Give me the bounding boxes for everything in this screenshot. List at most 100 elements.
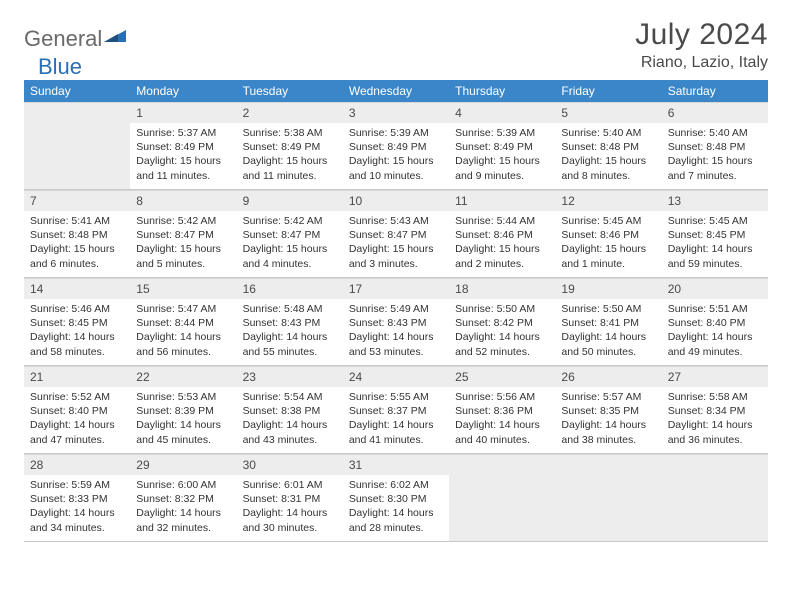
day-cell: 7Sunrise: 5:41 AMSunset: 8:48 PMDaylight… (24, 190, 130, 278)
day-info: Sunrise: 5:58 AMSunset: 8:34 PMDaylight:… (662, 387, 768, 453)
day-number: 29 (130, 454, 236, 475)
title-block: July 2024 Riano, Lazio, Italy (635, 18, 768, 72)
day-info: Sunrise: 5:39 AMSunset: 8:49 PMDaylight:… (343, 123, 449, 189)
day-number: 15 (130, 278, 236, 299)
weekday-header: Sunday (24, 80, 130, 102)
day-info: Sunrise: 6:00 AMSunset: 8:32 PMDaylight:… (130, 475, 236, 541)
day-info: Sunrise: 5:38 AMSunset: 8:49 PMDaylight:… (237, 123, 343, 189)
day-info: Sunrise: 5:41 AMSunset: 8:48 PMDaylight:… (24, 211, 130, 277)
month-title: July 2024 (635, 18, 768, 52)
day-number (555, 454, 661, 475)
day-number: 9 (237, 190, 343, 211)
day-info: Sunrise: 5:53 AMSunset: 8:39 PMDaylight:… (130, 387, 236, 453)
day-number: 14 (24, 278, 130, 299)
day-number: 10 (343, 190, 449, 211)
day-info: Sunrise: 5:37 AMSunset: 8:49 PMDaylight:… (130, 123, 236, 189)
logo-text-1: General (24, 26, 102, 52)
day-info: Sunrise: 5:59 AMSunset: 8:33 PMDaylight:… (24, 475, 130, 541)
day-cell: 3Sunrise: 5:39 AMSunset: 8:49 PMDaylight… (343, 102, 449, 190)
day-number: 1 (130, 102, 236, 123)
day-number: 18 (449, 278, 555, 299)
day-info: Sunrise: 5:49 AMSunset: 8:43 PMDaylight:… (343, 299, 449, 365)
day-number: 30 (237, 454, 343, 475)
day-cell: 8Sunrise: 5:42 AMSunset: 8:47 PMDaylight… (130, 190, 236, 278)
location-text: Riano, Lazio, Italy (635, 54, 768, 72)
day-info: Sunrise: 5:44 AMSunset: 8:46 PMDaylight:… (449, 211, 555, 277)
day-cell: 26Sunrise: 5:57 AMSunset: 8:35 PMDayligh… (555, 366, 661, 454)
weekday-header: Friday (555, 80, 661, 102)
day-info: Sunrise: 5:45 AMSunset: 8:45 PMDaylight:… (662, 211, 768, 277)
day-info: Sunrise: 5:47 AMSunset: 8:44 PMDaylight:… (130, 299, 236, 365)
day-number (24, 102, 130, 123)
day-info: Sunrise: 5:43 AMSunset: 8:47 PMDaylight:… (343, 211, 449, 277)
day-number: 8 (130, 190, 236, 211)
day-cell: 25Sunrise: 5:56 AMSunset: 8:36 PMDayligh… (449, 366, 555, 454)
day-number: 7 (24, 190, 130, 211)
day-info: Sunrise: 6:01 AMSunset: 8:31 PMDaylight:… (237, 475, 343, 541)
day-number (662, 454, 768, 475)
day-cell: 29Sunrise: 6:00 AMSunset: 8:32 PMDayligh… (130, 454, 236, 542)
day-number: 13 (662, 190, 768, 211)
day-cell: 5Sunrise: 5:40 AMSunset: 8:48 PMDaylight… (555, 102, 661, 190)
day-info: Sunrise: 5:57 AMSunset: 8:35 PMDaylight:… (555, 387, 661, 453)
day-info: Sunrise: 5:54 AMSunset: 8:38 PMDaylight:… (237, 387, 343, 453)
day-number: 23 (237, 366, 343, 387)
day-number: 22 (130, 366, 236, 387)
day-cell: 10Sunrise: 5:43 AMSunset: 8:47 PMDayligh… (343, 190, 449, 278)
day-cell: 27Sunrise: 5:58 AMSunset: 8:34 PMDayligh… (662, 366, 768, 454)
day-number: 12 (555, 190, 661, 211)
weekday-header: Saturday (662, 80, 768, 102)
day-cell: 14Sunrise: 5:46 AMSunset: 8:45 PMDayligh… (24, 278, 130, 366)
day-info: Sunrise: 5:40 AMSunset: 8:48 PMDaylight:… (662, 123, 768, 189)
logo-triangle-icon (104, 22, 126, 48)
day-info: Sunrise: 6:02 AMSunset: 8:30 PMDaylight:… (343, 475, 449, 541)
day-info: Sunrise: 5:52 AMSunset: 8:40 PMDaylight:… (24, 387, 130, 453)
day-info: Sunrise: 5:50 AMSunset: 8:41 PMDaylight:… (555, 299, 661, 365)
weekday-header: Tuesday (237, 80, 343, 102)
day-info: Sunrise: 5:48 AMSunset: 8:43 PMDaylight:… (237, 299, 343, 365)
day-cell: 30Sunrise: 6:01 AMSunset: 8:31 PMDayligh… (237, 454, 343, 542)
day-number: 20 (662, 278, 768, 299)
day-cell: 6Sunrise: 5:40 AMSunset: 8:48 PMDaylight… (662, 102, 768, 190)
day-cell: 15Sunrise: 5:47 AMSunset: 8:44 PMDayligh… (130, 278, 236, 366)
blank-cell (24, 102, 130, 190)
day-cell: 16Sunrise: 5:48 AMSunset: 8:43 PMDayligh… (237, 278, 343, 366)
day-number: 4 (449, 102, 555, 123)
day-cell: 2Sunrise: 5:38 AMSunset: 8:49 PMDaylight… (237, 102, 343, 190)
day-cell: 21Sunrise: 5:52 AMSunset: 8:40 PMDayligh… (24, 366, 130, 454)
day-number: 31 (343, 454, 449, 475)
day-cell: 22Sunrise: 5:53 AMSunset: 8:39 PMDayligh… (130, 366, 236, 454)
day-number: 17 (343, 278, 449, 299)
day-number: 21 (24, 366, 130, 387)
day-cell: 11Sunrise: 5:44 AMSunset: 8:46 PMDayligh… (449, 190, 555, 278)
day-number: 16 (237, 278, 343, 299)
day-cell: 12Sunrise: 5:45 AMSunset: 8:46 PMDayligh… (555, 190, 661, 278)
day-number: 6 (662, 102, 768, 123)
weekday-header: Thursday (449, 80, 555, 102)
day-cell: 19Sunrise: 5:50 AMSunset: 8:41 PMDayligh… (555, 278, 661, 366)
day-info: Sunrise: 5:55 AMSunset: 8:37 PMDaylight:… (343, 387, 449, 453)
blank-cell (662, 454, 768, 542)
day-cell: 20Sunrise: 5:51 AMSunset: 8:40 PMDayligh… (662, 278, 768, 366)
day-cell: 24Sunrise: 5:55 AMSunset: 8:37 PMDayligh… (343, 366, 449, 454)
day-number: 26 (555, 366, 661, 387)
day-info: Sunrise: 5:40 AMSunset: 8:48 PMDaylight:… (555, 123, 661, 189)
day-cell: 13Sunrise: 5:45 AMSunset: 8:45 PMDayligh… (662, 190, 768, 278)
day-number: 24 (343, 366, 449, 387)
day-number: 27 (662, 366, 768, 387)
day-info: Sunrise: 5:42 AMSunset: 8:47 PMDaylight:… (130, 211, 236, 277)
day-cell: 23Sunrise: 5:54 AMSunset: 8:38 PMDayligh… (237, 366, 343, 454)
blank-cell (449, 454, 555, 542)
day-cell: 18Sunrise: 5:50 AMSunset: 8:42 PMDayligh… (449, 278, 555, 366)
day-number: 3 (343, 102, 449, 123)
day-info: Sunrise: 5:46 AMSunset: 8:45 PMDaylight:… (24, 299, 130, 365)
logo: General (24, 26, 126, 52)
day-number: 11 (449, 190, 555, 211)
day-info: Sunrise: 5:51 AMSunset: 8:40 PMDaylight:… (662, 299, 768, 365)
day-cell: 31Sunrise: 6:02 AMSunset: 8:30 PMDayligh… (343, 454, 449, 542)
day-cell: 28Sunrise: 5:59 AMSunset: 8:33 PMDayligh… (24, 454, 130, 542)
day-cell: 17Sunrise: 5:49 AMSunset: 8:43 PMDayligh… (343, 278, 449, 366)
day-number: 28 (24, 454, 130, 475)
day-number (449, 454, 555, 475)
blank-cell (555, 454, 661, 542)
